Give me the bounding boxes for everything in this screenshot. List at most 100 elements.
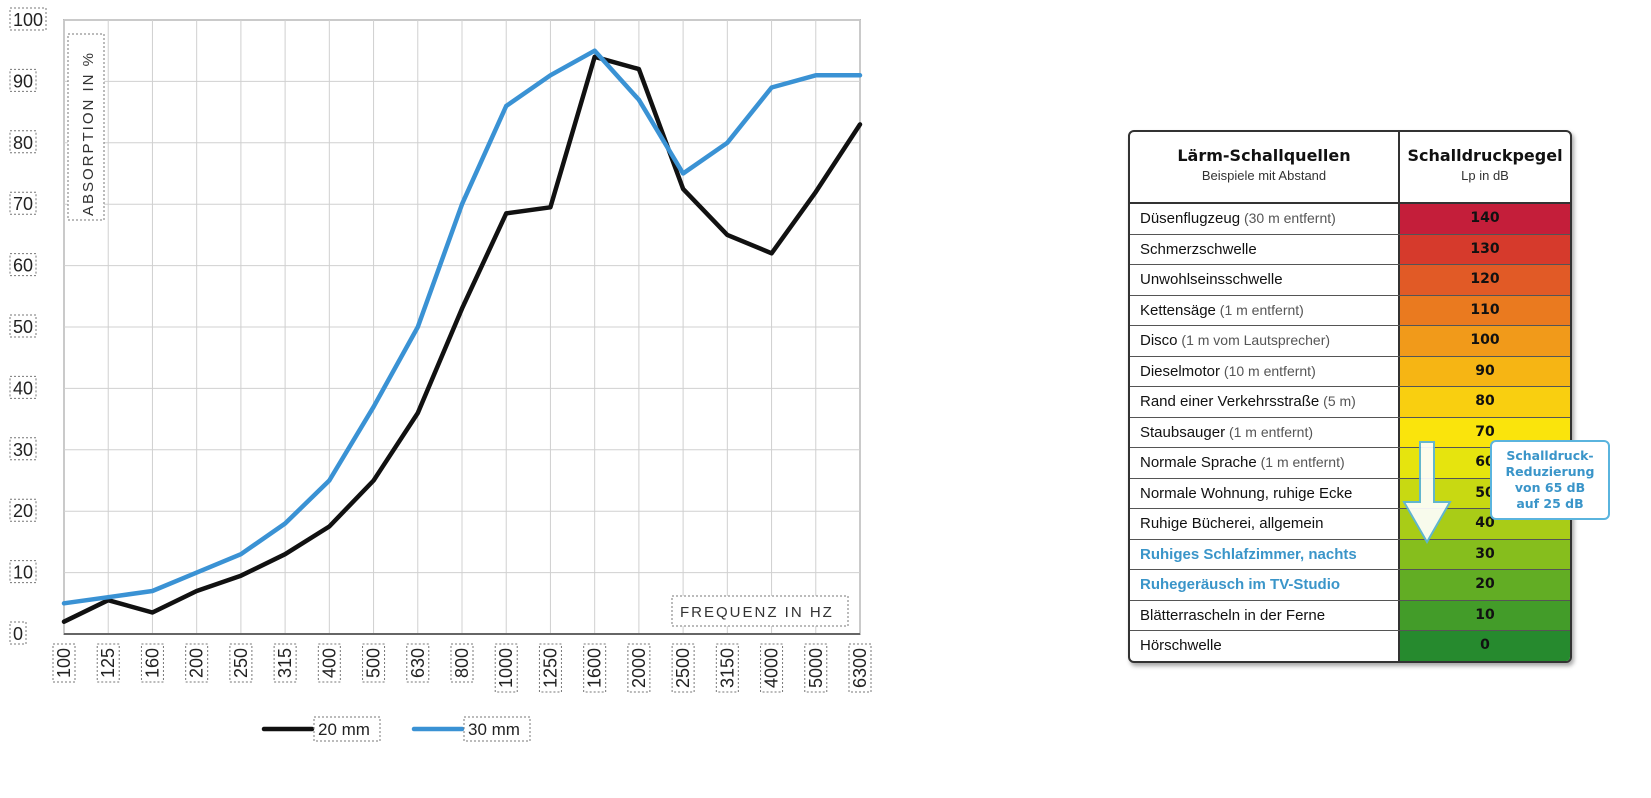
header-right-subtitle: Lp in dB bbox=[1461, 168, 1509, 183]
chart-ticks: 0 10 20 30 40 50 60 70 80 90 100 100 125 160 200 250 315… bbox=[9, 7, 872, 693]
row-db-value: 0 bbox=[1400, 631, 1570, 661]
row-label: Blätterrascheln in der Ferne bbox=[1130, 600, 1400, 630]
x-tick-label: 2500 bbox=[673, 648, 693, 688]
y-tick-box bbox=[9, 68, 37, 92]
chart-axis-titles: ABSORPTION IN % FREQUENZ IN HZ bbox=[67, 33, 849, 627]
y-tick-box bbox=[9, 191, 37, 215]
row-source-name: Staubsauger bbox=[1140, 423, 1226, 441]
y-tick-label: 100 bbox=[13, 10, 43, 30]
table-row: Ruhegeräusch im TV-Studio 20 bbox=[1130, 570, 1570, 601]
x-tick-label: 315 bbox=[275, 648, 295, 678]
table-row: Disco (1 m vom Lautsprecher) 100 bbox=[1130, 326, 1570, 357]
x-tick-box bbox=[538, 643, 562, 693]
y-tick-box bbox=[9, 437, 37, 461]
row-label: Schmerzschwelle bbox=[1130, 234, 1400, 264]
x-tick-label: 125 bbox=[98, 648, 118, 678]
legend-label-0: 20 mm bbox=[318, 720, 370, 739]
table-header: Lärm-Schallquellen Beispiele mit Abstand… bbox=[1130, 132, 1570, 204]
table-row: Schmerzschwelle 130 bbox=[1130, 234, 1570, 265]
x-tick-box bbox=[273, 643, 297, 683]
x-tick-box bbox=[406, 643, 430, 683]
x-tick-box bbox=[804, 643, 828, 693]
row-source-name: Unwohlseinsschwelle bbox=[1140, 271, 1283, 288]
sound-level-table: Lärm-Schallquellen Beispiele mit Abstand… bbox=[1128, 130, 1572, 663]
x-tick-box bbox=[760, 643, 784, 693]
row-source-name: Ruhiges Schlafzimmer, nachts bbox=[1140, 545, 1357, 563]
row-label: Ruhige Bücherei, allgemein bbox=[1130, 509, 1400, 539]
table-row: Kettensäge (1 m entfernt) 110 bbox=[1130, 295, 1570, 326]
callout-line-2: Reduzierung bbox=[1505, 464, 1595, 479]
x-tick-label: 2000 bbox=[629, 648, 649, 688]
row-db-value: 20 bbox=[1400, 570, 1570, 600]
row-label: Ruhiges Schlafzimmer, nachts bbox=[1130, 539, 1400, 569]
legend-label-box-1 bbox=[463, 716, 531, 742]
x-tick-label: 100 bbox=[54, 648, 74, 678]
table-row: Blätterrascheln in der Ferne 10 bbox=[1130, 600, 1570, 631]
y-tick-label: 50 bbox=[13, 317, 33, 337]
table-row: Dieselmotor (10 m entfernt) 90 bbox=[1130, 356, 1570, 387]
x-tick-box bbox=[96, 643, 120, 683]
x-tick-box bbox=[317, 643, 341, 683]
row-source-note: (1 m vom Lautsprecher) bbox=[1177, 332, 1331, 348]
x-tick-label: 1000 bbox=[496, 648, 516, 688]
row-label: Normale Wohnung, ruhige Ecke bbox=[1130, 478, 1400, 508]
row-db-value: 120 bbox=[1400, 265, 1570, 295]
row-db-value: 130 bbox=[1400, 234, 1570, 264]
row-source-note: (10 m entfernt) bbox=[1220, 362, 1316, 379]
table-row: Rand einer Verkehrsstraße (5 m) 80 bbox=[1130, 387, 1570, 418]
x-tick-box bbox=[671, 643, 695, 693]
chart-grid bbox=[63, 19, 861, 635]
y-tick-box bbox=[9, 253, 37, 277]
table-body: Düsenflugzeug (30 m entfernt) 140 Schmerzs… bbox=[1130, 204, 1570, 661]
x-axis-title: FREQUENZ IN HZ bbox=[680, 604, 834, 621]
y-tick-box bbox=[9, 314, 37, 338]
row-source-note: (1 m entfernt) bbox=[1225, 423, 1313, 440]
row-source-name: Ruhige Bücherei, allgemein bbox=[1140, 515, 1324, 532]
row-label: Kettensäge (1 m entfernt) bbox=[1130, 295, 1400, 325]
x-tick-box bbox=[450, 643, 474, 683]
x-tick-label: 1250 bbox=[540, 648, 560, 688]
x-tick-label: 5000 bbox=[806, 648, 826, 688]
row-db-value: 110 bbox=[1400, 295, 1570, 325]
y-tick-label: 40 bbox=[13, 378, 33, 398]
x-tick-box bbox=[229, 643, 253, 683]
x-tick-label: 200 bbox=[187, 648, 207, 678]
y-tick-label: 20 bbox=[13, 501, 33, 521]
row-source-name: Disco bbox=[1140, 332, 1178, 349]
chart-series bbox=[61, 48, 863, 624]
row-db-value: 30 bbox=[1400, 539, 1570, 569]
x-axis-title-box bbox=[671, 595, 849, 627]
y-tick-label: 70 bbox=[13, 194, 33, 214]
y-tick-box bbox=[9, 560, 37, 584]
y-tick-box bbox=[9, 621, 27, 645]
row-db-value: 80 bbox=[1400, 387, 1570, 417]
callout-line-3: von 65 dB bbox=[1514, 480, 1586, 495]
x-tick-label: 250 bbox=[231, 648, 251, 678]
x-tick-label: 160 bbox=[142, 648, 162, 678]
x-tick-label: 400 bbox=[319, 648, 339, 678]
x-tick-box bbox=[627, 643, 651, 693]
row-label: Unwohlseinsschwelle bbox=[1130, 265, 1400, 295]
row-source-note: (1 m entfernt) bbox=[1256, 454, 1345, 470]
x-tick-label: 4000 bbox=[762, 648, 782, 688]
row-source-name: Dieselmotor bbox=[1140, 362, 1221, 380]
row-db-value: 90 bbox=[1400, 356, 1570, 386]
y-tick-box bbox=[9, 7, 47, 31]
x-tick-label: 630 bbox=[408, 648, 428, 678]
row-source-note: (1 m entfernt) bbox=[1215, 301, 1304, 318]
header-right-title: Schalldruckpegel bbox=[1407, 146, 1563, 165]
x-tick-box bbox=[140, 643, 164, 683]
table-row: Hörschwelle 0 bbox=[1130, 631, 1570, 661]
y-axis-title-box bbox=[67, 33, 105, 221]
row-label: Disco (1 m vom Lautsprecher) bbox=[1130, 326, 1400, 356]
row-source-name: Düsenflugzeug bbox=[1140, 210, 1241, 227]
x-tick-box bbox=[362, 643, 386, 683]
row-source-name: Normale Sprache bbox=[1140, 454, 1257, 471]
callout-line-1: Schalldruck- bbox=[1506, 448, 1594, 463]
y-tick-label: 60 bbox=[13, 256, 33, 276]
reduction-callout: Schalldruck- Reduzierung von 65 dB auf 2… bbox=[1490, 440, 1610, 520]
row-label: Staubsauger (1 m entfernt) bbox=[1130, 417, 1400, 447]
y-tick-label: 0 bbox=[13, 624, 23, 644]
callout-line-4: auf 25 dB bbox=[1516, 496, 1584, 511]
row-label: Normale Sprache (1 m entfernt) bbox=[1130, 448, 1400, 478]
